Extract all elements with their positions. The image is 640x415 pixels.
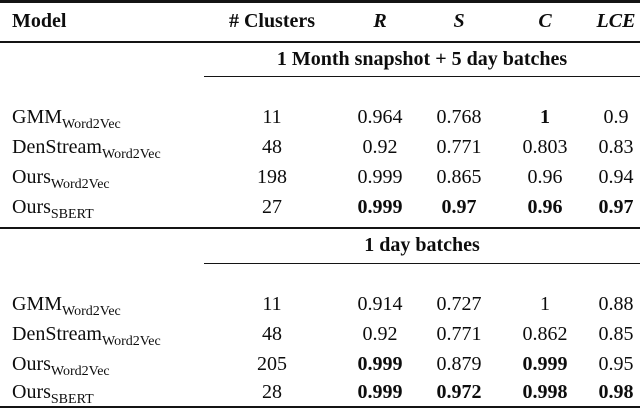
lce-value: 0.94 xyxy=(598,166,634,188)
header-rule xyxy=(0,40,640,43)
clusters-value: 28 xyxy=(262,381,282,403)
c-value: 1 xyxy=(540,106,550,128)
clusters-value: 27 xyxy=(262,196,282,218)
lce-value: 0.95 xyxy=(598,352,634,375)
column-header-c: C xyxy=(538,10,552,32)
s-value: 0.972 xyxy=(436,381,482,403)
section-title-1: 1 Month snapshot + 5 day batches xyxy=(204,43,640,77)
table-row: DenStreamWord2Vec 48 0.92 0.771 0.803 0.… xyxy=(0,133,640,163)
column-header-r: R xyxy=(373,10,387,32)
r-value: 0.964 xyxy=(357,106,403,128)
c-value: 0.96 xyxy=(527,196,563,218)
s-value: 0.727 xyxy=(436,292,482,315)
clusters-value: 198 xyxy=(257,166,287,188)
model-name: Ours xyxy=(12,352,51,375)
lce-value: 0.9 xyxy=(603,106,629,128)
lce-value: 0.98 xyxy=(598,381,634,403)
c-value: 1 xyxy=(540,292,550,315)
clusters-value: 11 xyxy=(262,292,282,315)
r-value: 0.92 xyxy=(362,136,398,158)
column-header-lce: LCE xyxy=(596,10,636,32)
r-value: 0.999 xyxy=(357,352,403,375)
table-bottom-rule xyxy=(0,406,640,408)
c-value: 0.96 xyxy=(527,166,563,188)
model-subscript: SBERT xyxy=(50,392,94,407)
r-value: 0.92 xyxy=(362,322,398,345)
c-value: 0.999 xyxy=(522,352,568,375)
model-name: DenStream xyxy=(12,322,102,345)
clusters-value: 48 xyxy=(262,136,282,158)
model-name: Ours xyxy=(12,166,51,188)
table-header-row: Model # Clusters R S C LCE xyxy=(0,3,640,41)
s-value: 0.768 xyxy=(436,106,482,128)
model-subscript: Word2Vec xyxy=(101,147,161,162)
table-row: OursSBERT 28 0.999 0.972 0.998 0.98 xyxy=(0,379,640,407)
model-cell: OursSBERT xyxy=(0,381,204,407)
model-cell: OursWord2Vec xyxy=(0,166,204,192)
s-value: 0.771 xyxy=(436,136,482,158)
section-divider-rule xyxy=(0,227,640,229)
c-value: 0.862 xyxy=(522,322,568,345)
s-value: 0.865 xyxy=(436,166,482,188)
table-row: OursWord2Vec 205 0.999 0.879 0.999 0.95 xyxy=(0,349,640,379)
model-subscript: SBERT xyxy=(50,207,94,222)
clusters-value: 11 xyxy=(262,106,282,128)
model-subscript: Word2Vec xyxy=(62,303,121,319)
model-subscript: Word2Vec xyxy=(50,177,110,192)
clusters-value: 205 xyxy=(257,352,287,375)
model-cell: OursSBERT xyxy=(0,196,204,222)
s-value: 0.771 xyxy=(436,322,482,345)
column-header-model: Model xyxy=(12,10,67,32)
spacer xyxy=(0,408,640,415)
section-title-2: 1 day batches xyxy=(204,229,640,264)
spacer xyxy=(0,264,640,290)
section-header-1: 1 Month snapshot + 5 day batches xyxy=(0,43,640,77)
model-subscript: Word2Vec xyxy=(101,333,161,349)
model-name: GMM xyxy=(12,292,63,315)
model-subscript: Word2Vec xyxy=(50,363,110,379)
section-header-spacer xyxy=(0,229,204,264)
section-header-2: 1 day batches xyxy=(0,229,640,264)
model-cell: GMMWord2Vec xyxy=(0,292,204,319)
lce-value: 0.85 xyxy=(598,322,634,345)
lce-value: 0.83 xyxy=(598,136,634,158)
c-value: 0.998 xyxy=(522,381,568,403)
table-row: GMMWord2Vec 11 0.964 0.768 1 0.9 xyxy=(0,103,640,133)
lce-value: 0.97 xyxy=(598,196,634,218)
model-name: DenStream xyxy=(12,136,102,158)
c-value: 0.803 xyxy=(522,136,568,158)
r-value: 0.999 xyxy=(357,381,403,403)
spacer xyxy=(0,77,640,103)
model-cell: OursWord2Vec xyxy=(0,352,204,379)
table-row: GMMWord2Vec 11 0.914 0.727 1 0.88 xyxy=(0,289,640,319)
s-value: 0.97 xyxy=(441,196,477,218)
clusters-value: 48 xyxy=(262,322,282,345)
table-row: OursSBERT 27 0.999 0.97 0.96 0.97 xyxy=(0,193,640,223)
column-header-s: S xyxy=(453,10,465,32)
model-cell: GMMWord2Vec xyxy=(0,106,204,132)
lce-value: 0.88 xyxy=(598,292,634,315)
section-header-spacer xyxy=(0,43,204,77)
model-cell: DenStreamWord2Vec xyxy=(0,322,204,349)
r-value: 0.999 xyxy=(357,166,403,188)
s-value: 0.879 xyxy=(436,352,482,375)
r-value: 0.914 xyxy=(357,292,403,315)
r-value: 0.999 xyxy=(357,196,403,218)
table-top-rule xyxy=(0,0,640,3)
model-subscript: Word2Vec xyxy=(62,117,121,132)
table-row: OursWord2Vec 198 0.999 0.865 0.96 0.94 xyxy=(0,163,640,193)
model-name: GMM xyxy=(12,106,63,128)
model-name: Ours xyxy=(12,381,51,403)
table-row: DenStreamWord2Vec 48 0.92 0.771 0.862 0.… xyxy=(0,319,640,349)
model-cell: DenStreamWord2Vec xyxy=(0,136,204,162)
model-name: Ours xyxy=(12,196,51,218)
column-header-clusters: # Clusters xyxy=(228,10,316,32)
